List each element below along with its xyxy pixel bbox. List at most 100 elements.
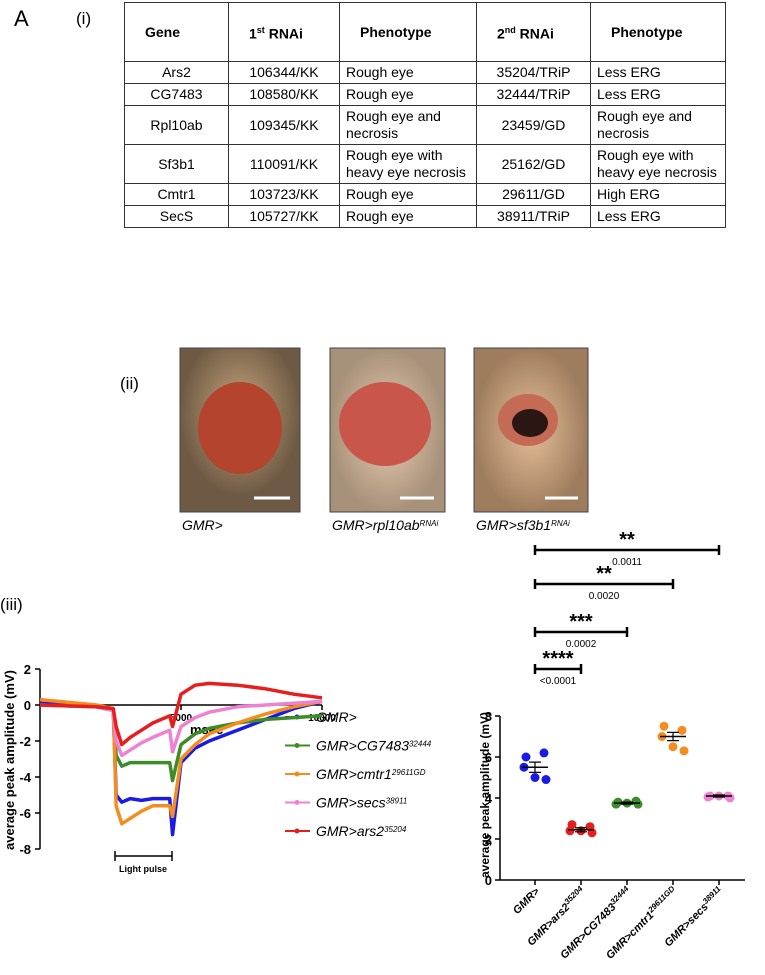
table-row: Cmtr1 103723/KK Rough eye 29611/GD High ERG bbox=[124, 183, 726, 206]
table-row: SecS 105727/KK Rough eye 38911/TRiP Less ERG bbox=[124, 205, 726, 228]
y-axis-label: average peak amplitude (mV) bbox=[478, 712, 492, 878]
legend-label: GMR>cmtr129611GD bbox=[316, 766, 426, 782]
significance-stars: **** bbox=[542, 648, 573, 670]
p-value: 0.0002 bbox=[566, 639, 597, 650]
photo-caption-sup: RNAi bbox=[551, 519, 570, 528]
table-cell: Sf3b1 bbox=[124, 144, 229, 184]
header-text: 2 bbox=[497, 25, 505, 42]
header-text: RNAi bbox=[264, 25, 303, 42]
legend-label: GMR>CG748332444 bbox=[316, 738, 432, 754]
part-label: (ii) bbox=[120, 374, 139, 393]
data-point bbox=[679, 746, 689, 756]
significance-stars: ** bbox=[619, 529, 635, 551]
table-cell: Rough eye bbox=[339, 83, 477, 106]
y-tick-label: 6 bbox=[485, 750, 492, 765]
table-cell: 108580/KK bbox=[228, 83, 340, 106]
data-point bbox=[703, 792, 713, 802]
significance-bracket bbox=[533, 545, 721, 555]
table-cell: Rough eye with heavy eye necrosis bbox=[590, 144, 726, 184]
x-tick-label-base: GMR> bbox=[511, 885, 543, 917]
p-value: 0.0011 bbox=[612, 557, 642, 568]
sem-bar bbox=[621, 801, 633, 805]
table-cell: 25162/GD bbox=[476, 144, 591, 184]
table-cell: 109345/KK bbox=[228, 105, 340, 145]
x-tick-label-sup: 32444 bbox=[608, 883, 630, 905]
photo-caption-base: GMR>sf3b1 bbox=[476, 517, 551, 533]
y-tick-label: -2 bbox=[19, 734, 31, 749]
header-cell: 2nd RNAi bbox=[476, 2, 591, 62]
photo bbox=[473, 347, 589, 513]
legend-label: GMR> bbox=[316, 709, 357, 725]
y-tick-label: 0 bbox=[485, 873, 492, 888]
x-tick-label: GMR> bbox=[511, 885, 543, 917]
table-cell: Rough eye bbox=[339, 61, 477, 84]
data-point bbox=[530, 773, 540, 782]
data-point bbox=[587, 828, 597, 838]
data-point bbox=[611, 799, 621, 809]
table-cell: Less ERG bbox=[590, 83, 726, 106]
significance-bracket bbox=[533, 664, 583, 674]
table-cell: CG7483 bbox=[124, 83, 229, 106]
table-cell: SecS bbox=[124, 205, 229, 228]
table-cell: 35204/TRiP bbox=[476, 61, 591, 84]
table-row: CG7483 108580/KK Rough eye 32444/TRiP Less E… bbox=[124, 83, 726, 106]
y-axis-label: average peak amplitude (mV) bbox=[2, 670, 17, 850]
table-cell: 110091/KK bbox=[228, 144, 340, 184]
table-cell: 106344/KK bbox=[228, 61, 340, 84]
data-point bbox=[539, 748, 549, 758]
table-cell: Less ERG bbox=[590, 61, 726, 84]
legend-label-sup: 29611GD bbox=[391, 768, 426, 777]
data-point bbox=[677, 725, 687, 735]
p-value: <0.0001 bbox=[540, 676, 577, 687]
header-sup: st bbox=[256, 24, 265, 35]
photo-caption: GMR>sf3b1RNAi bbox=[476, 517, 570, 533]
data-point bbox=[521, 752, 531, 762]
x-tick-label-sup: 29611GD bbox=[645, 884, 676, 915]
x-tick-label-base: GMR>cmtr1 bbox=[604, 909, 656, 961]
data-point bbox=[668, 742, 678, 752]
table-cell: High ERG bbox=[590, 183, 726, 206]
table-row: Rpl10ab 109345/KK Rough eye and necrosis 23… bbox=[124, 105, 726, 145]
significance-stars: ** bbox=[596, 563, 612, 585]
data-point bbox=[633, 799, 643, 809]
y-tick-label: 0 bbox=[24, 698, 31, 713]
legend-label-sup: 32444 bbox=[409, 739, 432, 748]
table-cell: Rough eye bbox=[339, 205, 477, 228]
photo-caption: GMR>rpl10abRNAi bbox=[332, 517, 438, 533]
legend-label-base: GMR>ars2 bbox=[316, 823, 384, 839]
annotation: Light pulse bbox=[119, 864, 167, 874]
table-cell: Rpl10ab bbox=[124, 105, 229, 145]
y-tick-label: -8 bbox=[19, 842, 31, 857]
legend-label-base: GMR>cmtr1 bbox=[316, 766, 392, 782]
header-sup: nd bbox=[504, 24, 516, 35]
header-cell: Phenotype bbox=[590, 2, 726, 62]
sem-bar bbox=[529, 761, 541, 773]
table-cell: Rough eye and necrosis bbox=[590, 105, 726, 145]
y-tick-label: 4 bbox=[485, 791, 493, 806]
part-label: (iii) bbox=[0, 595, 23, 614]
legend-label-base: GMR>CG7483 bbox=[316, 738, 409, 754]
table-cell: Less ERG bbox=[590, 205, 726, 228]
gene-table: Gene 1st RNAi Phenotype 2nd RNAi Phenotype Ar… bbox=[124, 2, 726, 228]
x-tick-label: 10000 bbox=[308, 713, 336, 724]
photo-caption-base: GMR> bbox=[182, 517, 223, 533]
header-cell: Gene bbox=[124, 2, 229, 62]
light-pulse-bracket bbox=[114, 851, 173, 861]
trace bbox=[39, 681, 323, 747]
y-tick-label: 8 bbox=[485, 709, 492, 724]
significance-stars: *** bbox=[569, 611, 593, 633]
sem-bar bbox=[575, 827, 587, 833]
header-text: RNAi bbox=[515, 25, 554, 42]
trace bbox=[39, 697, 323, 826]
sem-bar bbox=[713, 794, 725, 798]
data-point bbox=[565, 826, 575, 836]
table-cell: Ars2 bbox=[124, 61, 229, 84]
table-cell: 38911/TRiP bbox=[476, 205, 591, 228]
y-tick-label: -6 bbox=[19, 806, 31, 821]
data-point bbox=[725, 793, 735, 803]
legend-label-sup: 35204 bbox=[384, 825, 407, 834]
legend-label-sup: 38911 bbox=[386, 796, 408, 805]
table-cell: 23459/GD bbox=[476, 105, 591, 145]
